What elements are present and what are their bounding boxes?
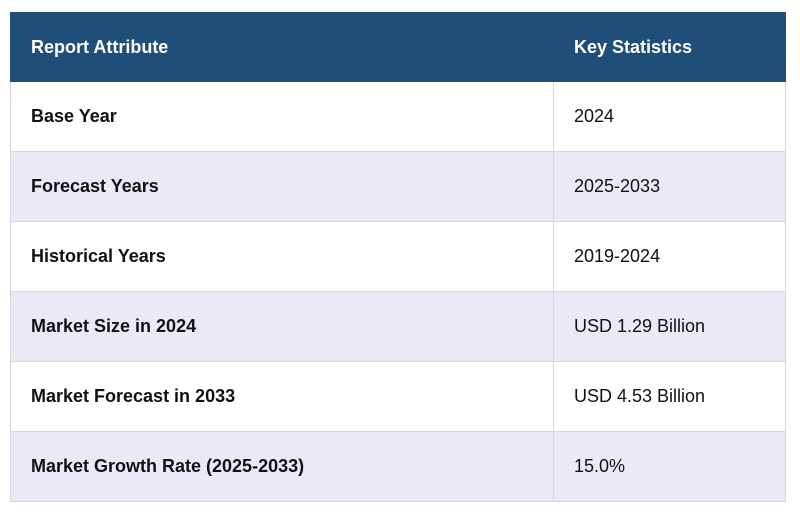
row-value-base-year: 2024 [553,81,786,152]
row-value-market-forecast: USD 4.53 Billion [553,361,786,432]
table-row: Market Size in 2024 USD 1.29 Billion [10,291,786,362]
row-attribute-market-forecast: Market Forecast in 2033 [10,361,554,432]
report-attributes-table: Report Attribute Key Statistics Base Yea… [10,12,786,502]
header-key-statistics: Key Statistics [553,12,786,82]
table-row: Base Year 2024 [10,81,786,152]
table-row: Market Growth Rate (2025-2033) 15.0% [10,431,786,502]
row-value-market-size: USD 1.29 Billion [553,291,786,362]
row-value-historical-years: 2019-2024 [553,221,786,292]
row-attribute-market-size: Market Size in 2024 [10,291,554,362]
row-attribute-historical-years: Historical Years [10,221,554,292]
row-value-growth-rate: 15.0% [553,431,786,502]
report-table-container: Report Attribute Key Statistics Base Yea… [10,12,786,502]
row-attribute-base-year: Base Year [10,81,554,152]
table-row: Market Forecast in 2033 USD 4.53 Billion [10,361,786,432]
row-attribute-forecast-years: Forecast Years [10,151,554,222]
table-header-row: Report Attribute Key Statistics [10,12,786,82]
header-report-attribute: Report Attribute [10,12,554,82]
table-row: Historical Years 2019-2024 [10,221,786,292]
row-value-forecast-years: 2025-2033 [553,151,786,222]
row-attribute-growth-rate: Market Growth Rate (2025-2033) [10,431,554,502]
table-row: Forecast Years 2025-2033 [10,151,786,222]
